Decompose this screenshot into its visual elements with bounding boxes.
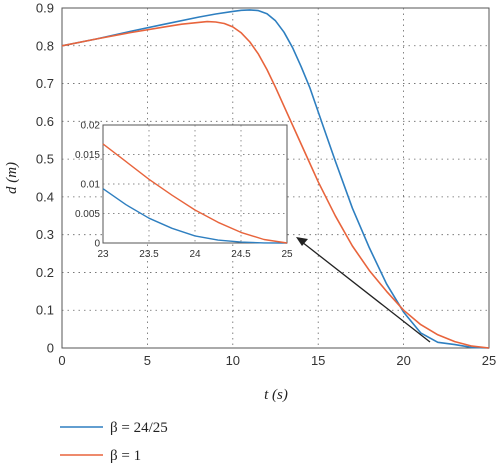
- inset-y-tick-label: 0.02: [81, 121, 101, 132]
- y-tick-label: 0.6: [36, 114, 54, 129]
- x-tick-label: 20: [396, 353, 410, 368]
- inset-x-tick-label: 23.5: [139, 249, 159, 260]
- x-tick-label: 25: [482, 353, 496, 368]
- y-tick-label: 0.7: [36, 76, 54, 91]
- legend-label-beta-24-25: β = 24/25: [110, 420, 168, 436]
- inset-x-tick-label: 24: [189, 249, 201, 260]
- plot-frame: [61, 7, 490, 349]
- y-tick-label: 0.5: [36, 152, 54, 167]
- inset-series-line-beta-24-25: [102, 188, 288, 244]
- inset-plot: 23 23.5 24 24.5 25 0 0.005 0.01 0.015 0.02: [75, 121, 293, 261]
- main-tick-labels: 0 5 10 15 20 25 0 0.1 0.2 0.3 0.4 0.5 0.6 0.7 0.8 0.9: [36, 1, 496, 369]
- series-line-beta-1: [61, 20, 490, 349]
- y-tick-label: 0.9: [36, 1, 54, 16]
- y-tick-label: 0.8: [36, 38, 54, 53]
- zoom-arrow: [296, 237, 431, 343]
- main-series-lines: [61, 9, 490, 349]
- arrow-head-icon: [296, 237, 308, 246]
- x-tick-label: 15: [311, 353, 325, 368]
- inset-y-tick-label: 0.015: [75, 150, 100, 161]
- x-tick-label: 10: [226, 353, 240, 368]
- legend: β = 24/25 β = 1: [60, 420, 168, 464]
- x-tick-label: 5: [144, 353, 151, 368]
- legend-label-beta-1: β = 1: [110, 448, 141, 464]
- series-line-beta-24-25: [61, 9, 490, 349]
- inset-x-tick-label: 24.5: [231, 249, 251, 260]
- inset-series-line-beta-1: [102, 143, 288, 244]
- y-axis-label: d (m): [4, 162, 20, 194]
- inset-y-tick-label: 0.01: [81, 180, 101, 191]
- inset-x-tick-label: 25: [281, 249, 293, 260]
- main-plot: 0 5 10 15 20 25 0 0.1 0.2 0.3 0.4 0.5 0.6 0.7 0.8 0.9: [36, 1, 496, 369]
- inset-series-lines: [102, 143, 288, 244]
- inset-y-tick-label: 0.005: [75, 209, 100, 220]
- y-tick-label: 0.3: [36, 227, 54, 242]
- inset-tick-labels: 23 23.5 24 24.5 25 0 0.005 0.01 0.015 0.02: [75, 121, 293, 261]
- x-axis-label: t (s): [264, 387, 288, 403]
- inset-grid: [103, 125, 287, 243]
- y-tick-label: 0.1: [36, 303, 54, 318]
- inset-y-tick-label: 0: [94, 239, 100, 250]
- x-tick-label: 0: [58, 353, 65, 368]
- y-tick-label: 0.4: [36, 189, 54, 204]
- y-tick-label: 0: [47, 341, 54, 356]
- y-tick-label: 0.2: [36, 265, 54, 280]
- inset-x-tick-label: 23: [97, 249, 109, 260]
